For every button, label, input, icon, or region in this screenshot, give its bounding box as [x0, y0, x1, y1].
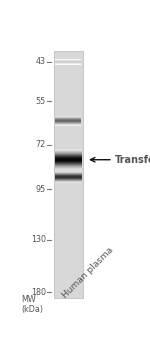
Text: 55: 55 — [36, 97, 46, 106]
Text: 43: 43 — [36, 57, 46, 67]
Text: Human plasma: Human plasma — [61, 246, 115, 300]
Text: 95: 95 — [36, 185, 46, 194]
Bar — [54, 51, 83, 298]
Text: 72: 72 — [36, 140, 46, 149]
Text: 130: 130 — [31, 235, 46, 244]
Text: Transferrin: Transferrin — [115, 155, 150, 165]
Text: MW
(kDa): MW (kDa) — [21, 295, 43, 314]
Text: 180: 180 — [31, 288, 46, 297]
